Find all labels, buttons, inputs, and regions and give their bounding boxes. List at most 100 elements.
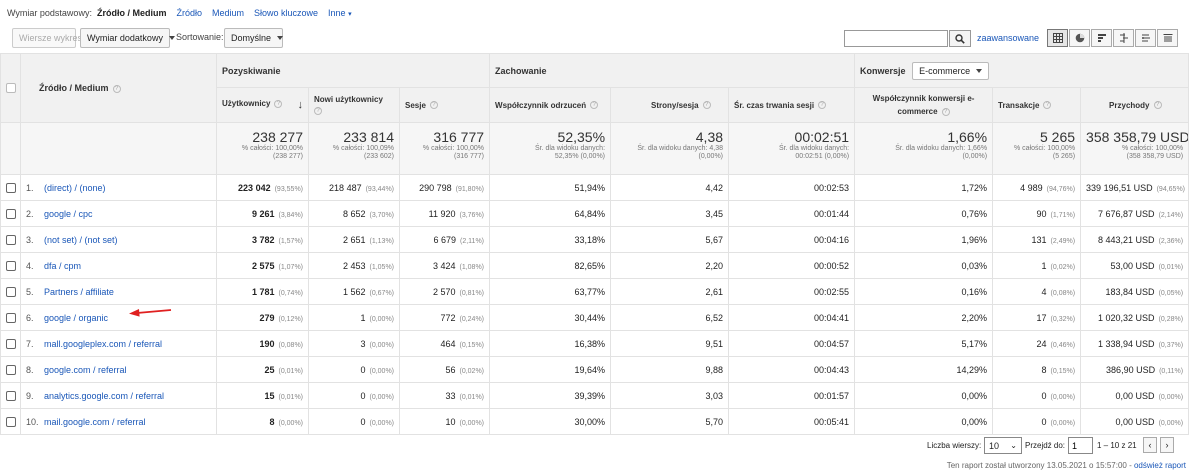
source-medium-link[interactable]: Partners / affiliate [44,286,114,297]
table-row: 5. Partners / affiliate 1 781 (0,74%) 1 562(… [0,278,1190,305]
rows-count-select[interactable]: 10 ⌄ [984,437,1022,454]
dimension-other-dropdown[interactable]: Inne ▾ [328,8,352,18]
report-note: Ten raport został utworzony 13.05.2021 o… [947,461,1186,470]
bounce-rate-cell: 82,65% [489,252,612,279]
source-medium-link[interactable]: analytics.google.com / referral [44,390,165,401]
col-avg-session-duration[interactable]: Śr. czas trwania sesji? [728,87,856,123]
help-icon: ? [274,99,283,108]
dimension-medium-link[interactable]: Medium [211,8,244,18]
users-cell: 1 781 (0,74%) [216,278,309,305]
pages-per-session-cell: 5,70 [610,408,730,435]
advanced-filter-link[interactable]: zaawansowane [977,33,1040,43]
new-users-value-percent: (0,00%) [369,315,394,323]
row-checkbox[interactable] [6,286,16,297]
conversion-rate-value: 2,20% [961,312,988,323]
dimension-keyword-link[interactable]: Słowo kluczowe [253,8,319,18]
pages-per-session-value: 6,52 [705,312,724,323]
row-checkbox[interactable] [6,182,16,193]
source-medium-link[interactable]: google / organic [44,312,109,323]
avg-duration-cell: 00:01:44 [728,200,856,227]
plot-rows-button[interactable]: Wiersze wykresu [12,28,87,48]
term-cloud-view-button[interactable] [1135,29,1156,47]
new-users-cell: 1 562 (0,67%) [308,278,400,305]
users-value-percent: (0,01%) [278,367,303,375]
table-body: 1. (direct) / (none) 223 042 (93,55%) 218 48… [0,174,1190,435]
users-value: 223 042 [238,182,271,193]
transactions-cell: 8 (0,15%) [992,356,1082,383]
avg-duration-cell: 00:02:55 [728,278,856,305]
dimension-header-label: Źródło / Medium [39,83,109,93]
total-avg-duration: 00:02:51 Śr. dla widoku danych: 00:02:51 (… [728,122,856,175]
transactions-value-percent: (94,76%) [1046,185,1076,193]
pages-per-session-value: 2,20 [705,260,724,271]
source-medium-link[interactable]: google / cpc [44,208,93,219]
col-new-users[interactable]: Nowi użytkownicy? [308,87,400,123]
source-medium-link[interactable]: google.com / referral [44,364,127,375]
conversion-type-dropdown[interactable]: E-commerce [912,61,990,80]
performance-view-button[interactable] [1091,29,1112,47]
secondary-dimension-dropdown[interactable]: Wymiar dodatkowy [80,28,175,48]
table-view-button[interactable] [1047,29,1068,47]
source-medium-link[interactable]: (direct) / (none) [44,182,106,193]
row-checkbox[interactable] [6,390,16,401]
prev-page-button[interactable]: ‹ [1143,437,1157,453]
comparison-view-button[interactable] [1113,29,1134,47]
grid-icon [1052,33,1063,43]
row-checkbox[interactable] [6,312,16,323]
total-users: 238 277% całości: 100,00% (238 277) [216,122,309,175]
new-users-value-percent: (1,05%) [369,263,394,271]
col-conversion-rate[interactable]: Współczynnik konwersji e-commerce? [854,87,994,123]
pages-per-session-value: 9,88 [705,364,724,375]
new-users-cell: 0 (0,00%) [308,356,400,383]
primary-dimension-current[interactable]: Źródło / Medium [96,8,167,18]
col-sessions-label: Sesje [405,100,426,110]
row-checkbox[interactable] [6,364,16,375]
col-sessions[interactable]: Sesje? [398,87,491,123]
term-cloud-icon [1141,34,1150,42]
source-medium-link[interactable]: mall.googleplex.com / referral [44,338,163,349]
bounce-rate-value: 63,77% [574,286,606,297]
row-checkbox[interactable] [6,208,16,219]
col-revenue[interactable]: Przychody? [1080,87,1190,123]
pages-per-session-value: 3,45 [705,208,724,219]
revenue-cell: 53,00 USD (0,01%) [1080,252,1190,279]
users-value: 25 [264,364,275,375]
col-users[interactable]: Użytkownicy? ↓ [216,87,309,123]
row-checkbox[interactable] [6,234,16,245]
group-behavior: Zachowanie [489,53,856,88]
pie-view-button[interactable] [1069,29,1090,47]
dimension-source-link[interactable]: Źródło [176,8,202,18]
conversion-rate-cell: 1,72% [854,174,994,201]
source-medium-link[interactable]: dfa / cpm [44,260,82,271]
bounce-rate-cell: 63,77% [489,278,612,305]
pivot-view-button[interactable] [1157,29,1178,47]
sessions-value: 11 920 [428,208,456,219]
source-medium-link[interactable]: mail.google.com / referral [44,416,146,427]
avg-duration-cell: 00:04:16 [728,226,856,253]
row-dimension-cell: 2. google / cpc [20,200,217,227]
col-bounce-rate[interactable]: Współczynnik odrzuceń? [489,87,612,123]
table-search-input[interactable] [844,30,948,47]
users-cell: 190 (0,08%) [216,330,309,357]
search-button[interactable] [949,30,971,47]
source-medium-link[interactable]: (not set) / (not set) [44,234,118,245]
view-switcher [1047,29,1178,47]
row-select-cell [0,330,21,357]
select-all-checkbox[interactable] [6,83,16,94]
table-row: 7. mall.googleplex.com / referral 190 (0,08… [0,330,1190,357]
row-checkbox[interactable] [6,416,16,427]
sort-dropdown[interactable]: Domyślne [224,28,284,48]
revenue-cell: 0,00 USD (0,00%) [1080,408,1190,435]
col-pages-per-session[interactable]: Strony/sesja? [610,87,730,123]
transactions-value-percent: (0,08%) [1050,289,1076,297]
next-page-button[interactable]: › [1160,437,1174,453]
goto-page-input[interactable] [1068,437,1093,454]
row-checkbox[interactable] [6,338,16,349]
conversion-rate-cell: 14,29% [854,356,994,383]
column-header-row: Użytkownicy? ↓ Nowi użytkownicy? Sesje? W… [1,87,1190,123]
refresh-report-link[interactable]: odśwież raport [1133,461,1186,470]
col-transactions[interactable]: Transakcje? [992,87,1082,123]
dimension-header[interactable]: Źródło / Medium? [20,53,217,123]
row-checkbox[interactable] [6,260,16,271]
transactions-value: 24 [1036,338,1047,349]
